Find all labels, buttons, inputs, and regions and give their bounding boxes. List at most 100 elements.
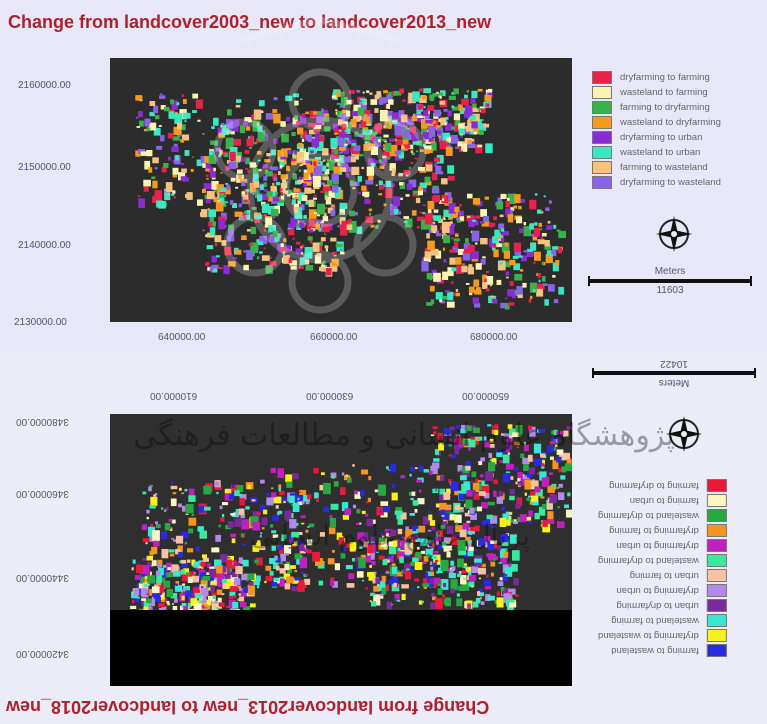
change-patch bbox=[248, 243, 253, 246]
change-patch bbox=[391, 168, 396, 174]
change-patch bbox=[419, 88, 424, 92]
change-patch bbox=[383, 157, 388, 162]
change-patch bbox=[417, 498, 425, 505]
change-patch bbox=[493, 492, 497, 498]
change-patch bbox=[405, 526, 409, 530]
change-patch bbox=[530, 480, 539, 487]
change-patch bbox=[492, 299, 498, 304]
change-patch bbox=[308, 209, 317, 220]
change-patch bbox=[244, 210, 248, 217]
change-patch bbox=[333, 166, 342, 174]
legend-swatch bbox=[592, 86, 612, 99]
change-patch bbox=[439, 140, 448, 150]
change-patch bbox=[200, 561, 206, 567]
change-patch bbox=[230, 177, 236, 182]
change-patch bbox=[155, 570, 161, 576]
change-patch bbox=[439, 126, 443, 129]
change-patch bbox=[429, 520, 436, 526]
change-patch bbox=[501, 540, 509, 546]
change-patch bbox=[321, 173, 328, 179]
change-patch bbox=[458, 493, 465, 500]
change-patch bbox=[443, 492, 451, 500]
change-patch bbox=[547, 511, 554, 521]
change-patch bbox=[134, 598, 140, 603]
change-patch bbox=[405, 529, 413, 539]
change-patch bbox=[281, 133, 289, 143]
change-patch bbox=[347, 123, 352, 129]
change-patch bbox=[460, 428, 467, 434]
change-patch bbox=[455, 292, 460, 297]
change-patch bbox=[331, 185, 339, 193]
change-patch bbox=[312, 147, 317, 153]
change-patch bbox=[271, 515, 280, 521]
change-patch bbox=[160, 135, 165, 142]
change-patch bbox=[273, 138, 278, 144]
change-patch bbox=[217, 127, 224, 133]
change-patch bbox=[431, 462, 440, 469]
change-patch bbox=[328, 190, 335, 198]
change-patch bbox=[277, 468, 284, 478]
change-patch bbox=[456, 217, 460, 221]
scale-bar-line bbox=[588, 276, 752, 286]
change-patch bbox=[528, 510, 533, 517]
change-patch bbox=[135, 95, 143, 101]
change-patch bbox=[338, 91, 345, 97]
change-patch bbox=[399, 181, 406, 189]
change-patch bbox=[366, 518, 373, 527]
change-patch bbox=[370, 162, 376, 167]
change-patch bbox=[221, 240, 227, 246]
change-patch bbox=[181, 595, 185, 601]
change-patch bbox=[253, 142, 258, 145]
change-patch bbox=[187, 548, 194, 553]
change-patch bbox=[468, 572, 472, 576]
change-patch bbox=[425, 548, 433, 556]
change-patch bbox=[492, 541, 498, 549]
change-patch bbox=[485, 471, 493, 481]
change-patch bbox=[299, 543, 305, 552]
change-patch bbox=[437, 92, 444, 96]
change-patch bbox=[289, 534, 294, 538]
change-patch bbox=[408, 179, 417, 188]
change-patch bbox=[294, 577, 301, 581]
change-patch bbox=[549, 472, 553, 475]
change-patch bbox=[185, 572, 190, 576]
change-patch bbox=[557, 486, 560, 489]
change-patch bbox=[206, 178, 209, 180]
bottom-change-map bbox=[110, 414, 572, 686]
change-patch bbox=[496, 201, 504, 210]
change-patch bbox=[423, 110, 429, 116]
change-patch bbox=[269, 570, 274, 576]
change-patch bbox=[385, 142, 392, 152]
change-patch bbox=[432, 185, 439, 191]
change-patch bbox=[395, 138, 402, 146]
change-patch bbox=[297, 179, 302, 184]
change-patch bbox=[288, 495, 295, 504]
change-patch bbox=[537, 239, 545, 245]
change-patch bbox=[279, 164, 283, 169]
change-patch bbox=[243, 213, 250, 219]
change-patch bbox=[442, 232, 446, 235]
change-patch bbox=[541, 233, 547, 237]
change-patch bbox=[480, 221, 485, 224]
change-patch bbox=[229, 200, 234, 205]
change-patch bbox=[321, 472, 325, 476]
change-patch bbox=[263, 176, 268, 181]
change-patch bbox=[147, 526, 155, 537]
change-patch bbox=[206, 174, 209, 178]
change-patch bbox=[411, 525, 418, 531]
change-patch bbox=[435, 559, 439, 563]
change-patch bbox=[540, 236, 544, 240]
change-patch bbox=[473, 131, 478, 135]
change-patch bbox=[217, 199, 221, 204]
change-patch bbox=[390, 203, 398, 215]
change-patch bbox=[484, 492, 490, 499]
change-patch bbox=[426, 148, 433, 153]
change-patch bbox=[173, 126, 182, 135]
change-patch bbox=[227, 261, 236, 267]
change-patch bbox=[260, 110, 264, 113]
change-patch bbox=[235, 249, 242, 255]
change-patch bbox=[481, 480, 485, 485]
change-patch bbox=[508, 511, 513, 515]
change-patch bbox=[375, 129, 382, 134]
change-patch bbox=[553, 439, 558, 444]
